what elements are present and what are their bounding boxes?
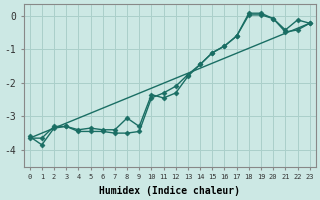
- X-axis label: Humidex (Indice chaleur): Humidex (Indice chaleur): [99, 186, 240, 196]
